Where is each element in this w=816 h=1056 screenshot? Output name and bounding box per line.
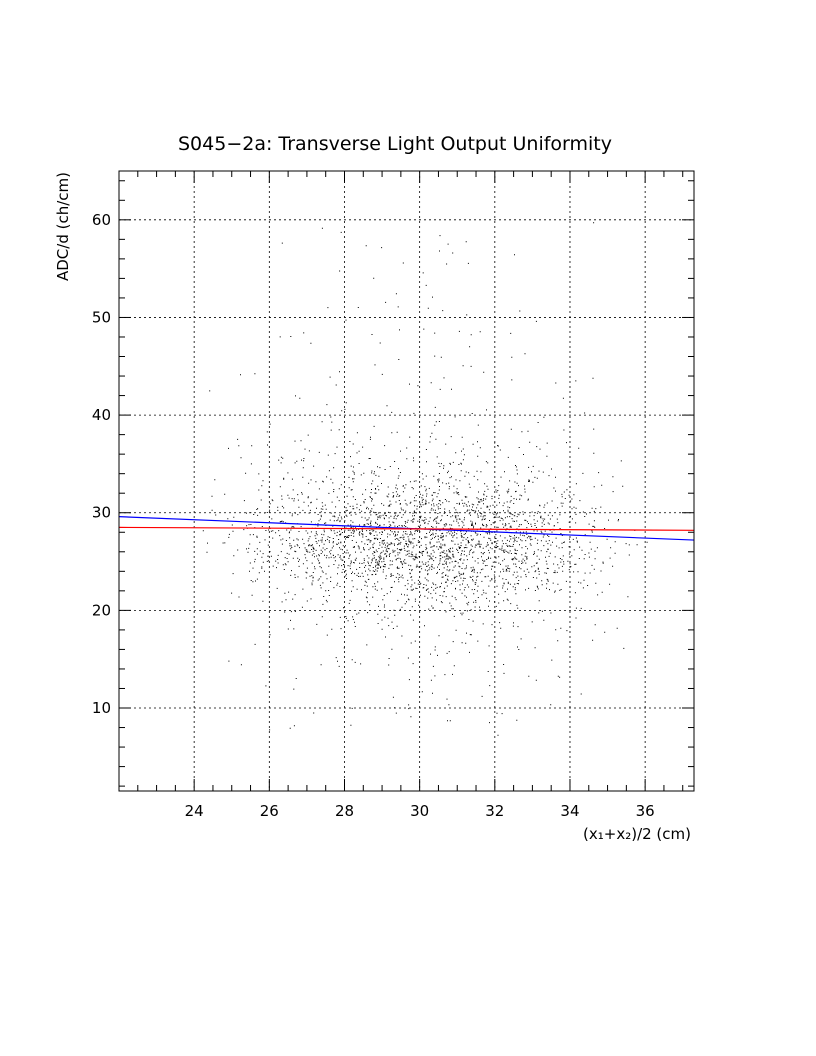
- grid: [119, 171, 694, 791]
- y-tick-label: 30: [92, 504, 111, 522]
- y-tick-label: 40: [92, 406, 111, 424]
- x-tick-label: 36: [636, 802, 655, 820]
- y-tick-label: 60: [92, 211, 111, 229]
- x-tick-label: 24: [185, 802, 204, 820]
- chart-title: S045−2a: Transverse Light Output Uniform…: [178, 133, 612, 155]
- x-tick-label: 30: [410, 802, 429, 820]
- fit-lines: [118, 516, 695, 541]
- x-tick-label: 26: [260, 802, 279, 820]
- axes: 24 26 28 30 32 34 36 10 20 30 40 50 60: [92, 170, 695, 820]
- x-tick-label: 28: [335, 802, 354, 820]
- y-tick-label: 10: [92, 699, 111, 717]
- scatter-points: [202, 222, 648, 736]
- y-tick-label: 20: [92, 601, 111, 619]
- y-tick-label: 50: [92, 308, 111, 326]
- x-tick-label: 32: [485, 802, 504, 820]
- x-tick-label: 34: [560, 802, 579, 820]
- y-axis-label: ADC/d (ch/cm): [54, 172, 72, 281]
- x-axis-label: (x₁+x₂)/2 (cm): [583, 825, 691, 843]
- fit-line-2: [118, 526, 695, 531]
- scatter-point-cloud: [202, 222, 648, 736]
- plot-frame: [118, 170, 695, 792]
